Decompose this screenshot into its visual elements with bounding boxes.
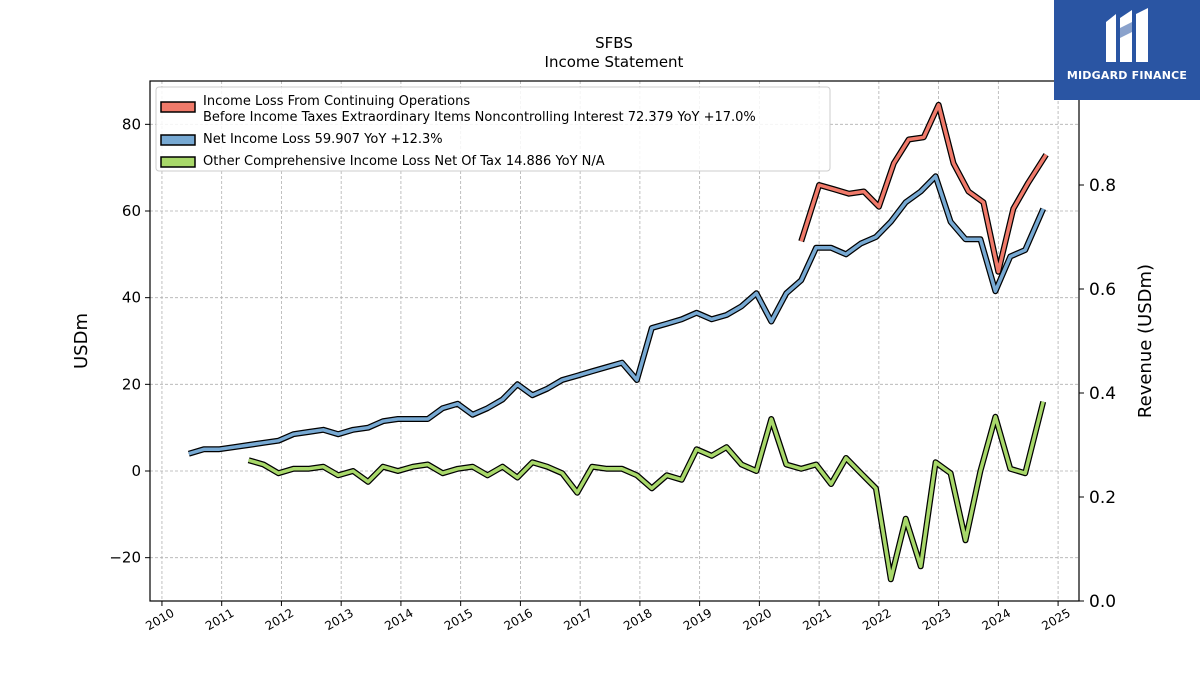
- x-tick-label: 2023: [920, 606, 953, 633]
- x-tick-label: 2022: [860, 606, 893, 633]
- logo-text: MIDGARD FINANCE: [1066, 69, 1188, 82]
- y2-axis-label: Revenue (USDm): [1135, 264, 1156, 418]
- legend-box: [155, 86, 831, 172]
- x-axis-ticks: 2010 2011 2012 2013 2014 2015 2016 2017 2018 2019…: [143, 601, 1073, 633]
- chart-title: SFBS: [595, 34, 633, 52]
- series-0-line: [799, 103, 1048, 274]
- y-axis-ticks: −20 0 20 40 60 80: [109, 115, 150, 567]
- x-tick-label: 2021: [800, 606, 833, 633]
- y-tick-label: 60: [122, 202, 141, 220]
- legend-swatch-0: [160, 101, 196, 113]
- x-tick-label: 2018: [621, 606, 654, 633]
- y-tick-label: 40: [122, 289, 141, 307]
- legend-label-1: Net Income Loss 59.907 YoY +12.3%: [203, 132, 443, 147]
- legend-label-2: Other Comprehensive Income Loss Net Of T…: [203, 154, 605, 169]
- x-tick-label: 2020: [741, 606, 774, 633]
- plot-frame: [149, 80, 1080, 602]
- x-tick-label: 2011: [203, 606, 236, 633]
- x-tick-label: 2012: [263, 606, 296, 633]
- midgard-finance-logo: MIDGARD FINANCE: [1054, 0, 1200, 100]
- x-tick-label: 2025: [1039, 606, 1072, 633]
- y2-axis-ticks: 0.0 0.2 0.4 0.6 0.8: [1079, 176, 1116, 612]
- y2-tick-label: 0.8: [1089, 176, 1116, 196]
- x-tick-label: 2017: [561, 606, 594, 633]
- y-tick-label: 0: [131, 462, 141, 480]
- x-tick-label: 2010: [143, 606, 176, 633]
- y2-tick-label: 0.2: [1089, 488, 1116, 508]
- y-tick-label: 20: [122, 375, 141, 393]
- x-tick-label: 2015: [442, 606, 475, 633]
- legend-label-0: Income Loss From Continuing Operations: [203, 94, 470, 109]
- legend: Income Loss From Continuing OperationsBe…: [155, 86, 831, 172]
- y2-tick-label: 0.4: [1089, 384, 1116, 404]
- midgard-mark-icon: [1106, 8, 1148, 62]
- series-1-outline: [187, 173, 1046, 457]
- x-tick-label: 2016: [502, 606, 535, 633]
- y2-tick-label: 0.0: [1089, 592, 1116, 612]
- series-1-line: [188, 174, 1045, 456]
- legend-swatch-1: [160, 134, 196, 146]
- y-tick-label: −20: [109, 549, 141, 567]
- y2-tick-label: 0.6: [1089, 280, 1116, 300]
- y-tick-label: 80: [122, 115, 141, 133]
- legend-label-0: Before Income Taxes Extraordinary Items …: [203, 110, 756, 125]
- x-tick-label: 2014: [382, 606, 415, 633]
- legend-swatch-2: [160, 156, 196, 168]
- y-axis-label: USDm: [71, 313, 92, 369]
- series-lines: [187, 101, 1049, 583]
- x-tick-label: 2024: [980, 606, 1013, 633]
- x-tick-label: 2019: [681, 606, 714, 633]
- chart-subtitle: Income Statement: [545, 53, 684, 71]
- x-tick-label: 2013: [322, 606, 355, 633]
- series-2-line: [248, 401, 1045, 582]
